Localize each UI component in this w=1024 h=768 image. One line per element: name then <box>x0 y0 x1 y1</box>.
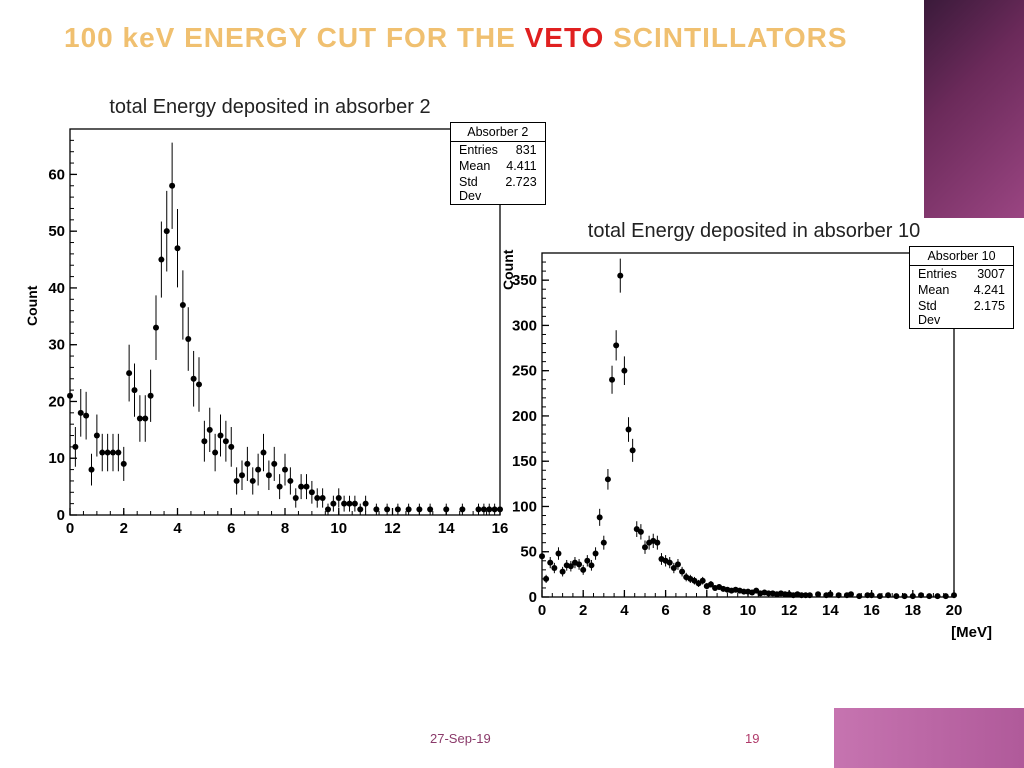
svg-text:8: 8 <box>703 602 711 619</box>
statbox-mean-value: 4.241 <box>974 283 1005 297</box>
title-part-0: 100 keV ENERGY CUT FOR THE <box>64 22 525 53</box>
statbox-mean-label: Mean <box>918 283 949 297</box>
svg-text:4: 4 <box>173 520 182 537</box>
decorative-footer-block <box>834 708 1024 768</box>
page-title: 100 keV ENERGY CUT FOR THE VETO SCINTILL… <box>64 22 848 54</box>
svg-text:18: 18 <box>904 602 921 619</box>
title-part-2: SCINTILLATORS <box>604 22 847 53</box>
statbox-entries-label: Entries <box>459 143 498 157</box>
svg-text:300: 300 <box>512 317 537 334</box>
x-axis-label: [MeV] <box>951 624 992 641</box>
svg-text:100: 100 <box>512 498 537 515</box>
title-part-1: VETO <box>525 22 605 53</box>
statbox-entries-value: 3007 <box>977 267 1005 281</box>
svg-text:10: 10 <box>740 602 757 619</box>
y-axis-label: Count <box>24 286 40 326</box>
svg-text:20: 20 <box>946 602 963 619</box>
svg-text:0: 0 <box>538 602 546 619</box>
statbox-stddev-label: Std Dev <box>459 175 489 203</box>
footer-date: 27-Sep-19 <box>430 731 491 746</box>
svg-text:10: 10 <box>330 520 347 537</box>
svg-text:2: 2 <box>120 520 128 537</box>
svg-text:2: 2 <box>579 602 587 619</box>
chart-absorber-2: total Energy deposited in absorber 2 Cou… <box>20 96 520 546</box>
statbox-stddev-value: 2.175 <box>974 299 1005 327</box>
statbox-mean-label: Mean <box>459 159 490 173</box>
statbox-mean-value: 4.411 <box>506 159 536 173</box>
chart-title: total Energy deposited in absorber 2 <box>20 96 520 119</box>
svg-text:16: 16 <box>863 602 880 619</box>
statbox-entries-label: Entries <box>918 267 957 281</box>
decorative-corner <box>924 0 1024 218</box>
y-axis-label: Count <box>500 250 516 290</box>
svg-text:40: 40 <box>48 280 65 297</box>
statbox-entries-value: 831 <box>516 143 537 157</box>
svg-text:150: 150 <box>512 453 537 470</box>
svg-text:14: 14 <box>822 602 839 619</box>
svg-text:14: 14 <box>438 520 455 537</box>
svg-text:0: 0 <box>57 507 65 524</box>
svg-text:30: 30 <box>48 337 65 354</box>
svg-text:8: 8 <box>281 520 289 537</box>
chart-absorber-10: total Energy deposited in absorber 10 Co… <box>494 220 1014 640</box>
svg-text:10: 10 <box>48 450 65 467</box>
statbox-title: Absorber 10 <box>910 247 1013 266</box>
chart-title: total Energy deposited in absorber 10 <box>494 220 1014 243</box>
statbox-title: Absorber 2 <box>451 123 545 142</box>
svg-text:0: 0 <box>529 589 537 606</box>
statbox-absorber-10: Absorber 10 Entries 3007 Mean 4.241 Std De… <box>909 246 1014 329</box>
svg-text:12: 12 <box>781 602 798 619</box>
svg-text:6: 6 <box>661 602 669 619</box>
footer-page-number: 19 <box>745 731 759 746</box>
svg-text:50: 50 <box>48 223 65 240</box>
svg-text:6: 6 <box>227 520 235 537</box>
statbox-stddev-label: Std Dev <box>918 299 958 327</box>
svg-text:4: 4 <box>620 602 629 619</box>
svg-text:20: 20 <box>48 393 65 410</box>
svg-text:50: 50 <box>520 544 537 561</box>
svg-text:200: 200 <box>512 408 537 425</box>
svg-text:0: 0 <box>66 520 74 537</box>
statbox-absorber-2: Absorber 2 Entries 831 Mean 4.411 Std Dev 2… <box>450 122 546 205</box>
statbox-stddev-value: 2.723 <box>505 175 536 203</box>
svg-text:250: 250 <box>512 363 537 380</box>
svg-text:12: 12 <box>384 520 401 537</box>
svg-text:60: 60 <box>48 166 65 183</box>
chart-svg: 01020304050600246810121416 <box>20 123 520 543</box>
